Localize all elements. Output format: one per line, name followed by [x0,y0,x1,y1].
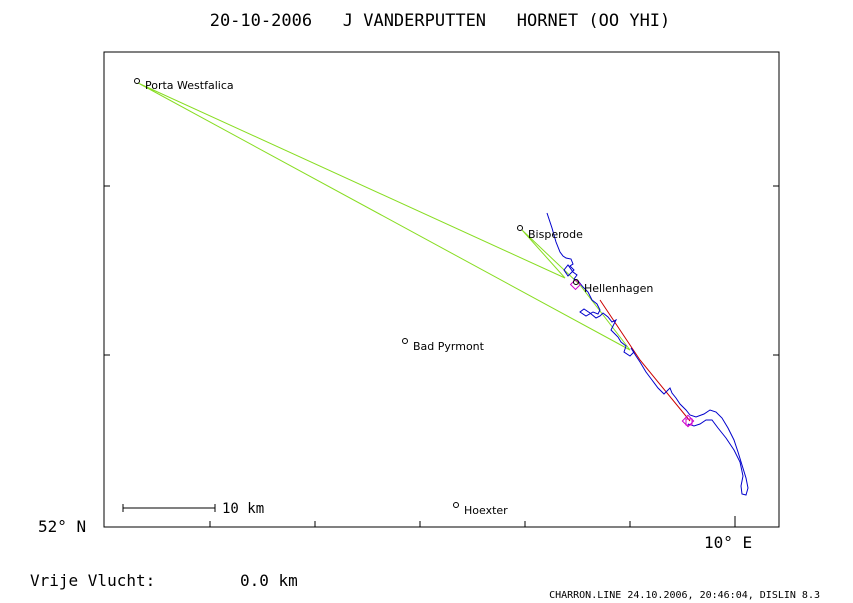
place-label-bisperode: Bisperode [528,228,583,241]
place-marker [402,338,408,344]
place-marker [134,78,140,84]
free-flight-label: Vrije Vlucht: [30,571,155,590]
map-title: 20-10-2006 J VANDERPUTTEN HORNET (OO YHI… [210,11,671,31]
place-marker [573,279,579,285]
place-marker [517,225,523,231]
left-ticks [104,51,110,528]
footer-credit: CHARRON.LINE 24.10.2006, 20:46:04, DISLI… [549,590,820,601]
free-flight-value: 0.0 km [240,571,298,590]
place-labels: Porta Westfalica Bisperode Hellenhagen B… [145,79,653,517]
longitude-label: 10° E [704,533,752,552]
scale-bar [122,504,216,512]
place-markers [134,78,579,508]
task-line [137,82,631,351]
right-ticks [773,185,779,356]
flight-track [546,212,749,496]
finish-marker-box [685,418,693,426]
bottom-ticks [209,516,736,527]
place-marker [453,502,459,508]
final-leg [599,299,691,422]
finish-marker [681,414,695,428]
place-label-hoexter: Hoexter [464,504,508,517]
place-label-hellenhagen: Hellenhagen [584,282,653,295]
plot-frame [103,51,780,528]
markers [569,278,695,428]
place-label-bad-pyrmont: Bad Pyrmont [413,340,485,353]
latitude-label: 52° N [38,517,86,536]
place-label-porta-westfalica: Porta Westfalica [145,79,234,92]
scale-bar-label: 10 km [222,501,264,517]
task-lines [137,82,631,351]
